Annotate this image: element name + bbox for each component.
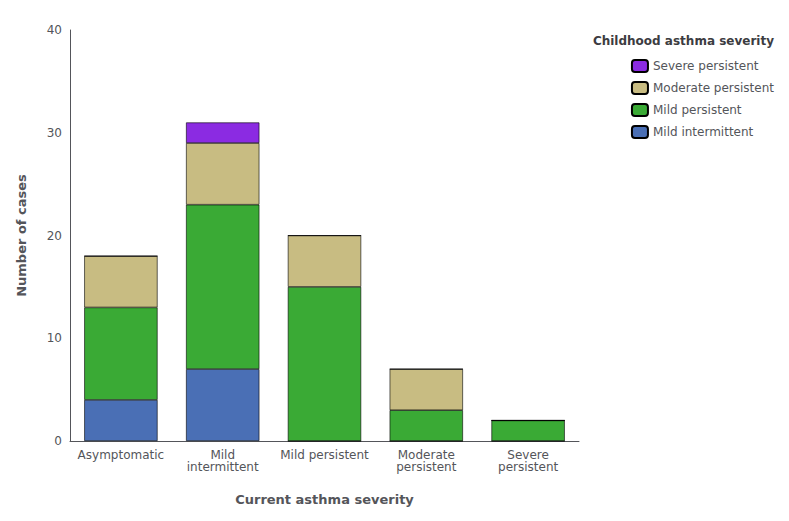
svg-text:Number of cases: Number of cases xyxy=(14,174,29,297)
svg-text:persistent: persistent xyxy=(498,460,558,474)
svg-text:Asymptomatic: Asymptomatic xyxy=(78,448,165,462)
svg-text:20: 20 xyxy=(47,229,62,243)
svg-text:Severe: Severe xyxy=(507,448,549,462)
svg-text:10: 10 xyxy=(47,331,62,345)
svg-text:Mild: Mild xyxy=(210,448,235,462)
svg-text:Moderate: Moderate xyxy=(397,448,455,462)
svg-text:Severe persistent: Severe persistent xyxy=(653,59,759,73)
svg-text:Mild persistent: Mild persistent xyxy=(653,103,742,117)
svg-text:0: 0 xyxy=(54,434,62,448)
svg-text:persistent: persistent xyxy=(396,460,456,474)
svg-text:Childhood asthma severity: Childhood asthma severity xyxy=(593,34,774,48)
svg-text:Mild persistent: Mild persistent xyxy=(280,448,369,462)
svg-text:intermittent: intermittent xyxy=(187,460,259,474)
svg-text:Current asthma severity: Current asthma severity xyxy=(235,492,414,507)
svg-text:40: 40 xyxy=(47,23,62,37)
svg-text:30: 30 xyxy=(47,126,62,140)
svg-text:Moderate persistent: Moderate persistent xyxy=(653,81,774,95)
svg-text:Mild intermittent: Mild intermittent xyxy=(653,125,754,139)
